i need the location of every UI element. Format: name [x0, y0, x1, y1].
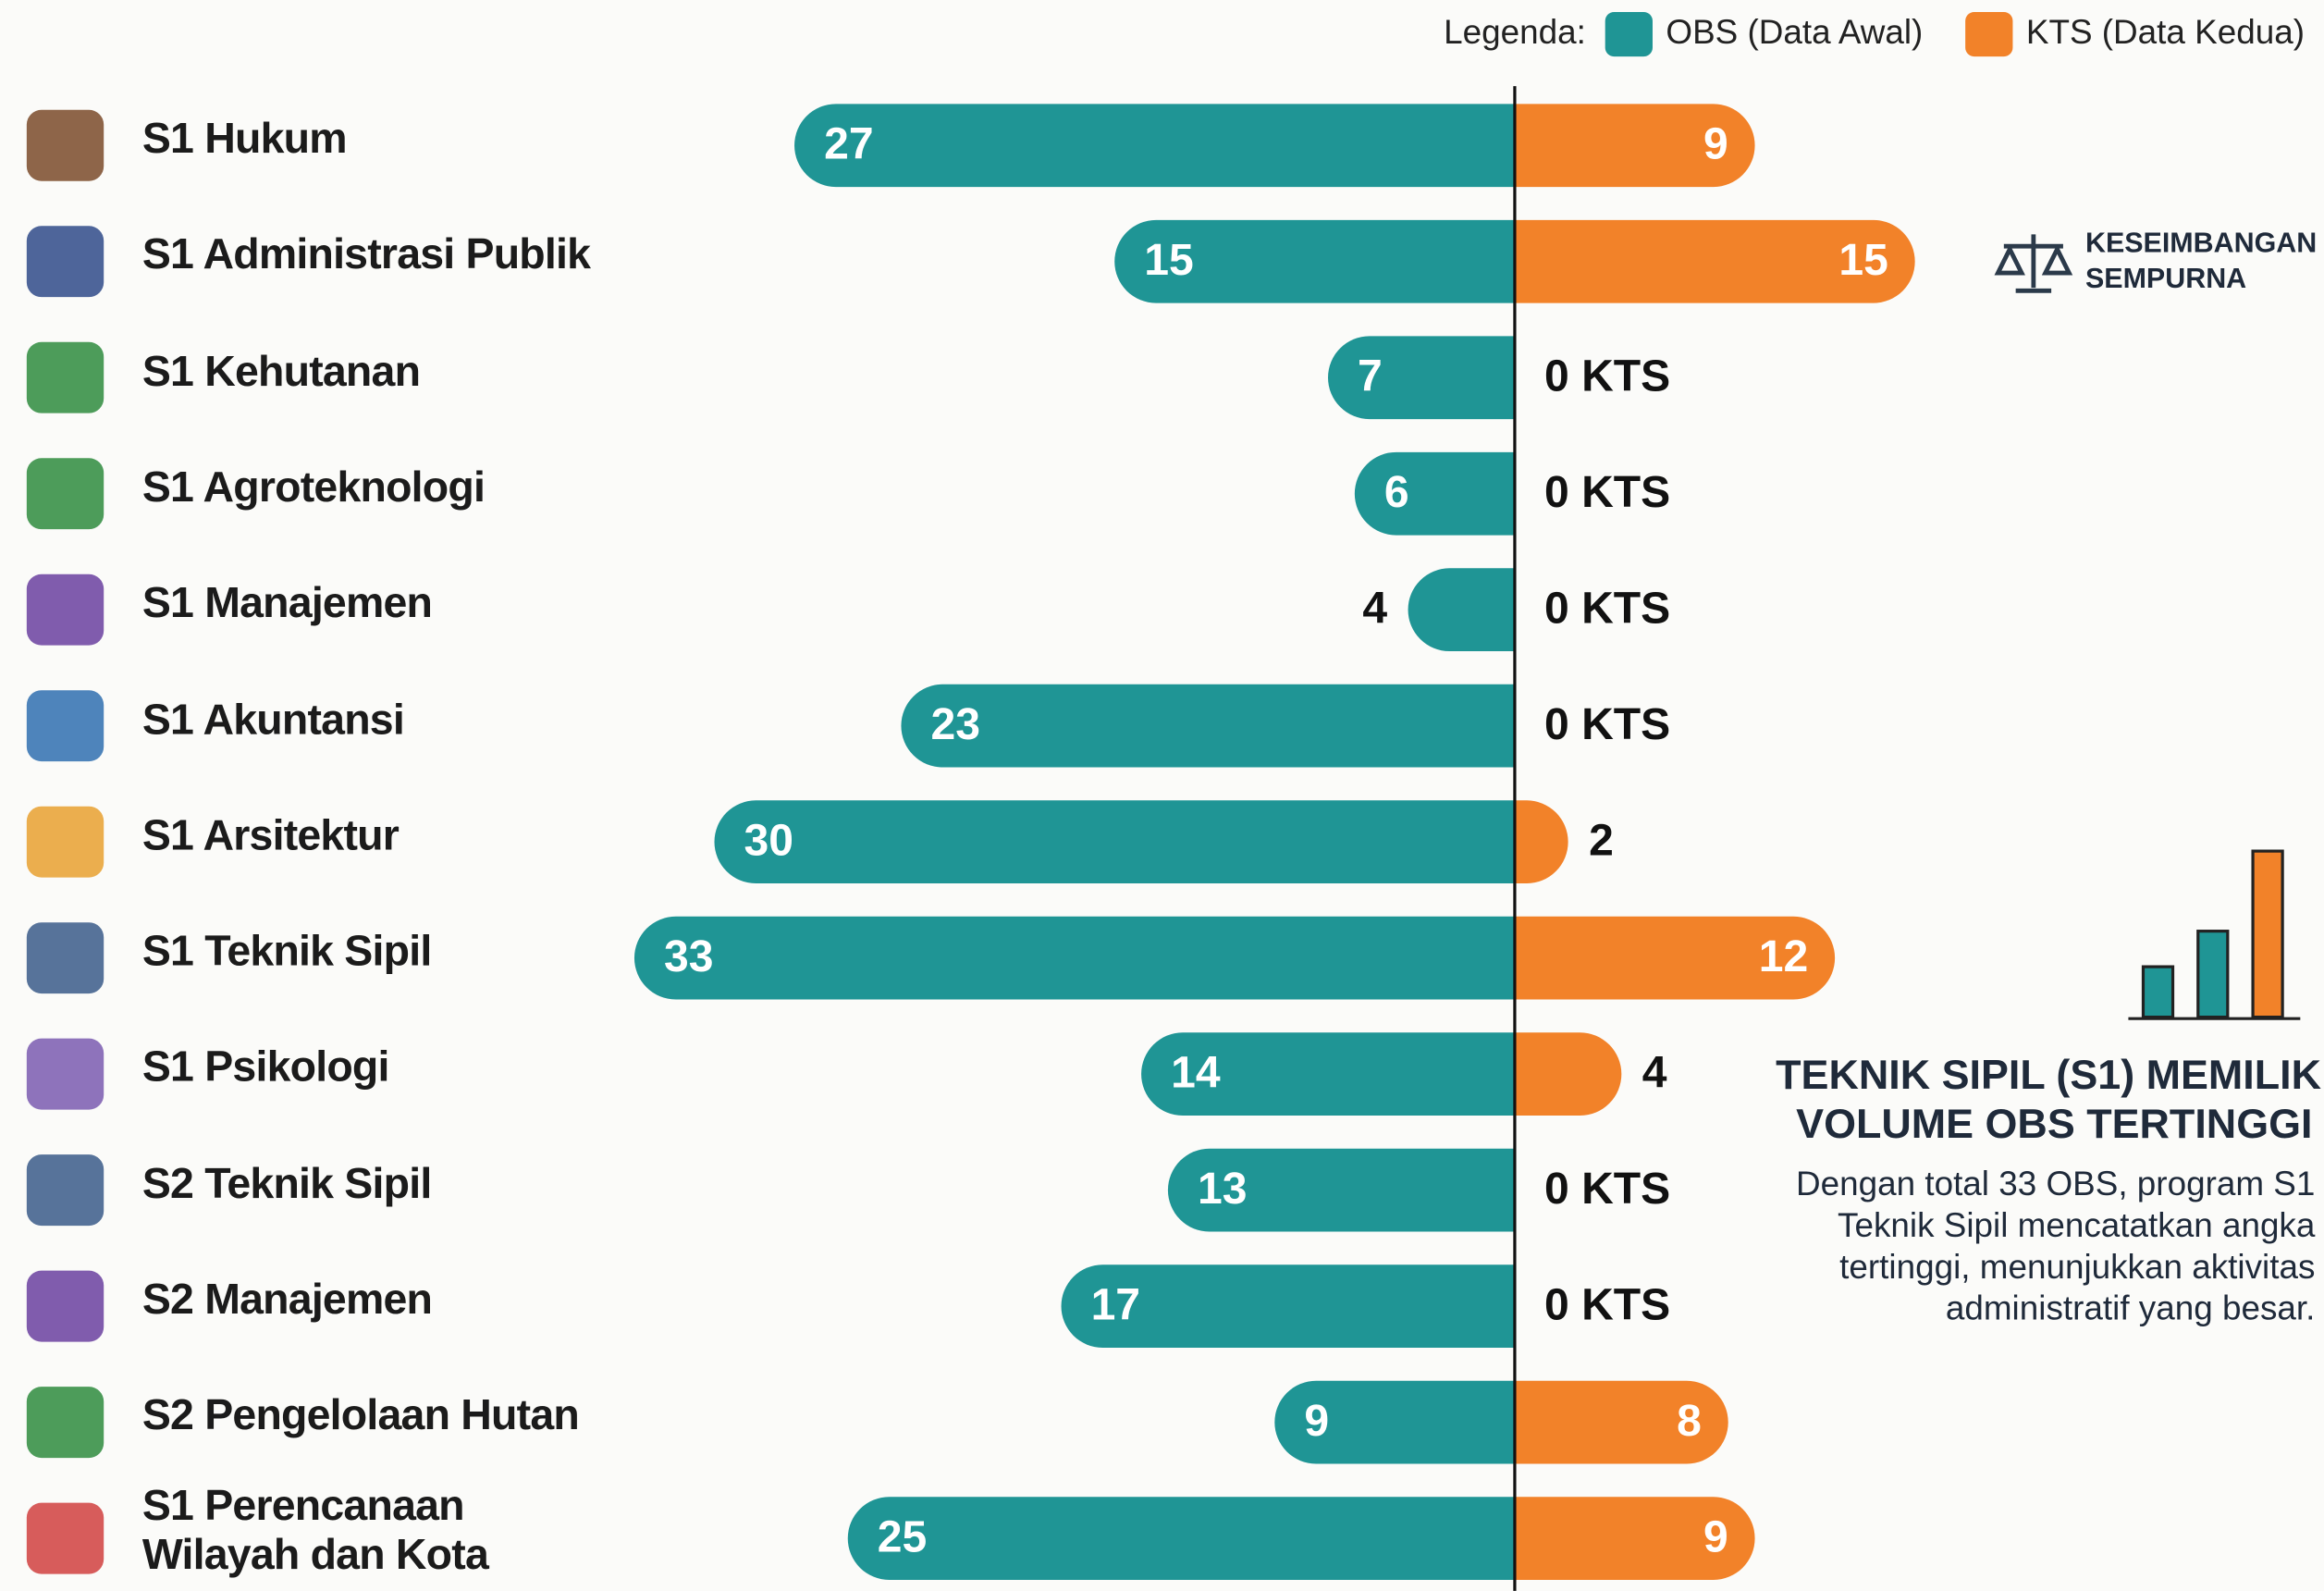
category-label-box: S2 Teknik Sipil	[142, 1161, 765, 1227]
category-label: S1 Agroteknologi	[142, 464, 765, 513]
highlight-text: Dengan total 33 OBS, program S1	[1796, 1165, 2315, 1202]
category-icon	[27, 1271, 104, 1342]
obs-value-label: 7	[1358, 352, 1383, 401]
obs-value-label: 4	[1362, 583, 1387, 633]
obs-value-label: 14	[1171, 1047, 1221, 1097]
category-label: S1 Kehutanan	[142, 348, 765, 397]
kts-value-label: 0 KTS	[1544, 467, 1670, 517]
balance-annotation: SEMPURNA	[2085, 263, 2246, 294]
kts-value-label: 9	[1703, 119, 1728, 169]
obs-value-label: 30	[744, 815, 793, 865]
legend-label: KTS (Data Kedua)	[2026, 13, 2305, 51]
legend-label: OBS (Data Awal)	[1666, 13, 1923, 51]
highlight-title: VOLUME OBS TERTINGGI	[1796, 1100, 2312, 1147]
category-icon	[27, 458, 104, 529]
category-label-box: S1 Hukum	[142, 116, 765, 181]
obs-value-label: 13	[1198, 1164, 1247, 1214]
category-label: S1 Arsitektur	[142, 812, 765, 861]
kts-value-label: 9	[1703, 1511, 1728, 1561]
obs-bar	[794, 104, 1515, 187]
category-label-box: S1 Manajemen	[142, 580, 765, 646]
category-icon	[27, 1039, 104, 1110]
kts-value-label: 0 KTS	[1544, 1279, 1670, 1329]
balance-annotation: KESEIMBANGAN	[2085, 228, 2317, 259]
category-icon	[27, 342, 104, 413]
category-label: S2 Pengelolaan Hutan	[142, 1393, 765, 1442]
category-icon	[27, 807, 104, 878]
obs-value-label: 15	[1144, 235, 1193, 285]
obs-value-label: 17	[1091, 1279, 1140, 1329]
obs-bar	[714, 800, 1514, 883]
highlight-text: administratif yang besar.	[1946, 1289, 2316, 1327]
category-label: S2 Teknik Sipil	[142, 1161, 765, 1210]
obs-value-label: 27	[824, 119, 873, 169]
category-label: S1 Manajemen	[142, 580, 765, 629]
kts-value-label: 2	[1589, 815, 1614, 865]
obs-bar	[901, 684, 1515, 768]
category-label: S2 Manajemen	[142, 1276, 765, 1326]
category-label: S1 Psikologi	[142, 1044, 765, 1093]
category-label-box: S2 Pengelolaan Hutan	[142, 1393, 765, 1459]
obs-value-label: 23	[930, 699, 979, 749]
obs-bar	[1328, 336, 1515, 419]
category-label-box: S1 Agroteknologi	[142, 464, 765, 530]
legend-title: Legenda:	[1444, 13, 1586, 51]
obs-bar	[1408, 568, 1515, 651]
category-icon	[27, 226, 104, 297]
category-label-box: S1 Kehutanan	[142, 348, 765, 413]
category-label-box: S1 Administrasi Publik	[142, 232, 765, 298]
obs-value-label: 33	[664, 931, 713, 981]
category-icon	[27, 574, 104, 646]
category-icon	[27, 1387, 104, 1458]
category-icon	[27, 1154, 104, 1226]
kts-value-label: 0 KTS	[1544, 352, 1670, 401]
category-label-box: S1 Psikologi	[142, 1044, 765, 1110]
category-icon	[27, 110, 104, 181]
category-label: S1 Perencanaan Wilayah dan Kota	[142, 1482, 543, 1581]
page: S1 Hukum279S1 Administrasi Publik1515S1 …	[0, 0, 2324, 1591]
category-label-box: S2 Manajemen	[142, 1276, 765, 1342]
chart: S1 Hukum279S1 Administrasi Publik1515S1 …	[0, 0, 2324, 1591]
kts-bar	[1515, 1032, 1621, 1116]
kts-value-label: 8	[1677, 1396, 1702, 1446]
highlight-text: Teknik Sipil mencatatkan angka	[1838, 1206, 2316, 1244]
obs-bar	[634, 917, 1515, 1000]
category-label-box: S1 Perencanaan Wilayah dan Kota	[142, 1482, 543, 1591]
highlight-title: TEKNIK SIPIL (S1) MEMILIKI	[1776, 1051, 2324, 1098]
obs-value-label: 9	[1304, 1396, 1329, 1446]
obs-value-label: 6	[1384, 467, 1409, 517]
category-label: S1 Administrasi Publik	[142, 232, 765, 281]
kts-value-label: 0 KTS	[1544, 699, 1670, 749]
obs-bar	[848, 1497, 1515, 1580]
category-icon	[27, 690, 104, 761]
category-icon	[27, 1503, 104, 1574]
category-label-box: S1 Akuntansi	[142, 697, 765, 762]
kts-value-label: 15	[1838, 235, 1887, 285]
category-label: S1 Hukum	[142, 116, 765, 165]
category-label: S1 Akuntansi	[142, 697, 765, 746]
legend-swatch	[1605, 12, 1653, 56]
legend-swatch	[1965, 12, 2012, 56]
kts-value-label: 0 KTS	[1544, 583, 1670, 633]
kts-value-label: 0 KTS	[1544, 1164, 1670, 1214]
kts-value-label: 4	[1642, 1047, 1667, 1097]
category-label-box: S1 Arsitektur	[142, 812, 765, 878]
kts-value-label: 12	[1759, 931, 1808, 981]
highlight-text: tertinggi, menunjukkan aktivitas	[1839, 1248, 2315, 1286]
obs-value-label: 25	[878, 1511, 927, 1561]
obs-bar	[1355, 452, 1515, 536]
category-icon	[27, 922, 104, 993]
